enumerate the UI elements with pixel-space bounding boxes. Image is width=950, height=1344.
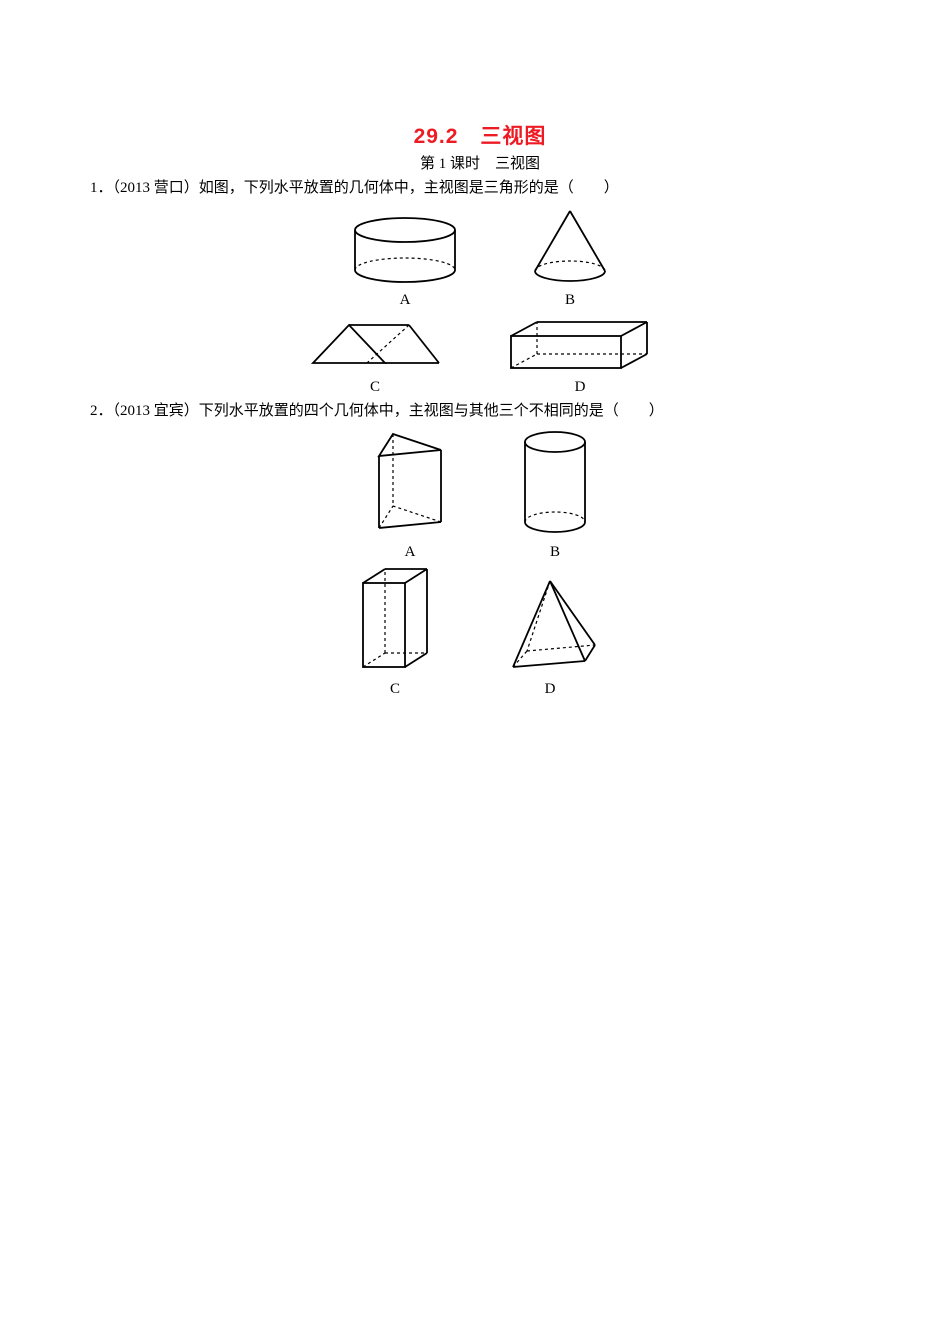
q1-number: 1．: [90, 180, 113, 196]
q2-text: （2013 宜宾）下列水平放置的四个几何体中，主视图与其他三个不相同的是（ ）: [113, 403, 664, 419]
q2-number: 2．: [90, 403, 113, 419]
q2-label-b: B: [550, 544, 560, 561]
q1-label-a: A: [400, 292, 411, 309]
q2-figures: A B: [90, 428, 870, 698]
q2-label-c: C: [390, 681, 400, 698]
q2-shape-c-cuboid-icon: [355, 565, 435, 675]
q1-figures: A B: [90, 206, 870, 396]
q2-shape-b-cylinder-icon: [515, 428, 595, 538]
question-1: 1．（2013 营口）如图，下列水平放置的几何体中，主视图是三角形的是（ ）: [90, 177, 870, 200]
q2-label-a: A: [405, 544, 416, 561]
q1-shape-d-cuboid-icon: [505, 318, 655, 373]
q1-shape-c-triangular-prism-icon: [305, 313, 445, 373]
chapter-title: 29.2 三视图: [90, 120, 870, 150]
q1-text: （2013 营口）如图，下列水平放置的几何体中，主视图是三角形的是（ ）: [113, 180, 619, 196]
q1-label-c: C: [370, 379, 380, 396]
q1-shape-b-cone-icon: [525, 206, 615, 286]
q2-shape-a-triangular-prism-icon: [365, 428, 455, 538]
q1-shape-a-cylinder-icon: [345, 216, 465, 286]
q2-label-d: D: [545, 681, 556, 698]
question-2: 2．（2013 宜宾）下列水平放置的四个几何体中，主视图与其他三个不相同的是（ …: [90, 400, 870, 423]
q1-label-b: B: [565, 292, 575, 309]
q1-label-d: D: [575, 379, 586, 396]
q2-shape-d-pyramid-icon: [495, 575, 605, 675]
lesson-subtitle: 第 1 课时 三视图: [90, 152, 870, 173]
